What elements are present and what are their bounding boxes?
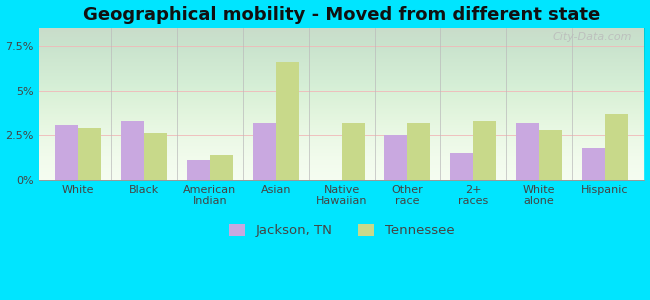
Bar: [253, 123, 276, 180]
Bar: [55, 124, 78, 180]
Bar: [473, 121, 497, 180]
Bar: [342, 123, 365, 180]
Bar: [539, 130, 562, 180]
Title: Geographical mobility - Moved from different state: Geographical mobility - Moved from diffe…: [83, 6, 600, 24]
Bar: [144, 134, 167, 180]
Bar: [276, 62, 299, 180]
Bar: [408, 123, 430, 180]
Bar: [78, 128, 101, 180]
Bar: [582, 148, 605, 180]
Bar: [516, 123, 539, 180]
Legend: Jackson, TN, Tennessee: Jackson, TN, Tennessee: [229, 224, 454, 237]
Bar: [384, 135, 408, 180]
Bar: [121, 121, 144, 180]
Bar: [210, 155, 233, 180]
Bar: [605, 114, 628, 180]
Bar: [450, 153, 473, 180]
Bar: [187, 160, 210, 180]
Text: City-Data.com: City-Data.com: [553, 32, 632, 43]
